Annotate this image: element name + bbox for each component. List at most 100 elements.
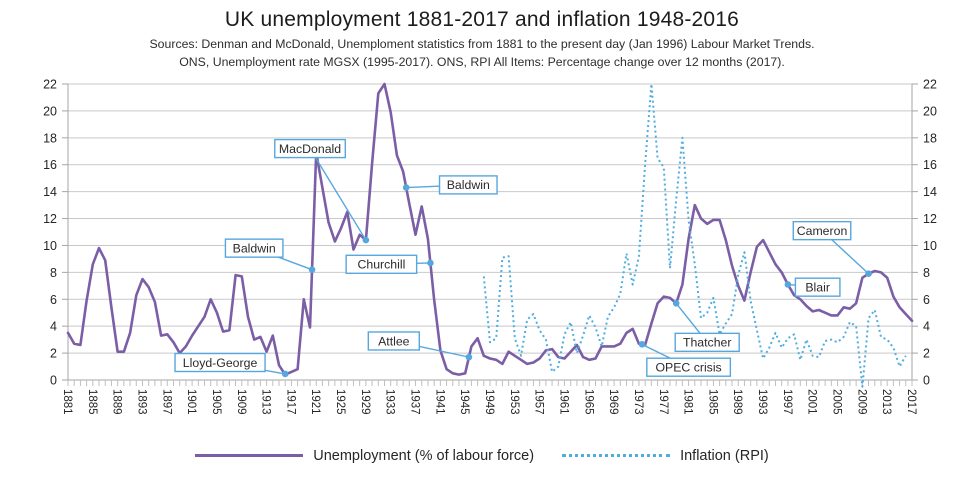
x-axis-label: 2009 (855, 389, 867, 415)
y-axis-label-left: 16 (43, 158, 57, 172)
annotation-label-baldwin: Baldwin (447, 178, 490, 192)
x-axis-label: 1889 (111, 389, 123, 415)
x-axis-label: 1957 (533, 389, 545, 415)
x-axis-label: 1921 (309, 389, 321, 415)
inflation-line-sample (562, 454, 671, 458)
y-axis-label-left: 2 (50, 346, 57, 360)
x-axis-label: 1885 (86, 389, 98, 415)
annotation-label-baldwin: Baldwin (233, 241, 276, 255)
x-axis-label: 2013 (880, 389, 892, 415)
y-axis-label-right: 16 (923, 158, 937, 172)
y-axis-label-left: 22 (43, 77, 57, 91)
y-axis-label-right: 0 (923, 373, 930, 387)
annotation-label-thatcher: Thatcher (683, 336, 732, 350)
annotation-dot-churchill (427, 259, 434, 267)
x-axis-label: 1985 (706, 389, 718, 415)
annotation-leader-macdonald (309, 148, 367, 241)
x-axis-label: 1997 (781, 389, 793, 415)
annotation-box-thatcher (674, 332, 740, 352)
chart-legend: Unemployment (% of labour force) Inflati… (0, 448, 964, 464)
x-axis-label: 1905 (210, 389, 222, 415)
x-axis-label: 1977 (657, 389, 669, 415)
x-axis-label: 1949 (483, 389, 495, 415)
annotation-label-attlee: Attlee (378, 334, 410, 348)
y-axis-label-left: 4 (50, 320, 57, 334)
inflation-line (482, 82, 907, 388)
y-axis-label-right: 22 (923, 77, 937, 91)
x-axis-label: 1933 (384, 389, 396, 415)
x-axis-label: 1989 (731, 389, 743, 415)
annotation-dot-baldwin (308, 266, 316, 273)
annotation-dot-thatcher (672, 299, 680, 307)
annotation-box-churchill (345, 254, 418, 274)
y-axis-label-left: 18 (43, 131, 57, 145)
annotation-dot-cameron (865, 270, 872, 277)
annotation-box-lloyd-george (174, 352, 266, 373)
legend-label-inflation: Inflation (RPI) (680, 447, 769, 464)
y-axis-label-left: 20 (43, 104, 57, 118)
sources-note: Sources: Denman and McDonald, Unemplomen… (0, 35, 964, 72)
y-axis-label-right: 18 (923, 131, 937, 145)
annotation-label-lloyd-george: Lloyd-George (183, 356, 258, 370)
x-axis-label: 1973 (632, 389, 644, 415)
annotation-dot-blair (784, 281, 792, 288)
x-axis-label: 1953 (508, 389, 520, 415)
y-axis-label-right: 4 (923, 320, 930, 334)
unemployment-line (66, 82, 914, 376)
x-axis-label: 1937 (409, 389, 421, 415)
x-axis-label: 1917 (284, 389, 296, 415)
x-axis-label: 2001 (806, 389, 818, 415)
x-axis-label: 1929 (359, 389, 371, 415)
x-axis-label: 1941 (433, 389, 445, 415)
y-axis-label-right: 2 (923, 346, 930, 360)
y-axis-label-right: 14 (923, 185, 937, 199)
x-axis-label: 1945 (458, 389, 470, 415)
legend-item-unemployment: Unemployment (% of labour force) (195, 448, 534, 464)
sources-line-2: ONS, Unemployment rate MGSX (1995-2017).… (179, 55, 785, 70)
y-axis-label-right: 6 (923, 293, 930, 307)
annotation-dot-baldwin (402, 184, 410, 191)
y-axis-label-right: 10 (923, 239, 937, 253)
x-axis-label: 1925 (334, 389, 346, 415)
x-axis-label: 1965 (582, 389, 594, 415)
x-axis-label: 1909 (235, 389, 247, 415)
annotation-dot-macdonald (362, 236, 370, 244)
x-axis-label: 1969 (607, 389, 619, 415)
legend-label-unemployment: Unemployment (% of labour force) (313, 447, 535, 464)
y-axis-label-left: 14 (43, 185, 57, 199)
x-axis-label: 1893 (135, 389, 147, 415)
annotation-box-macdonald (274, 138, 346, 159)
sources-line-1: Sources: Denman and McDonald, Unemplomen… (149, 37, 815, 51)
legend-item-inflation: Inflation (RPI) (562, 448, 769, 464)
x-axis-label: 1961 (557, 389, 569, 415)
annotation-box-blair (794, 277, 841, 297)
annotation-label-macdonald: MacDonald (279, 142, 341, 156)
y-axis-label-left: 6 (50, 293, 57, 307)
x-axis-label: 1897 (160, 389, 172, 415)
y-axis-label-left: 8 (50, 266, 57, 280)
chart-page: UK unemployment 1881-2017 and inflation … (0, 8, 964, 464)
y-axis-label-right: 20 (923, 104, 937, 118)
y-axis-label-left: 10 (43, 239, 57, 253)
x-axis-label: 1993 (756, 389, 768, 415)
y-axis-label-left: 12 (43, 212, 57, 226)
annotation-dot-opec-crisis (638, 340, 646, 348)
y-axis-label-right: 8 (923, 266, 930, 280)
annotation-label-blair: Blair (805, 280, 830, 294)
annotation-dot-attlee (465, 353, 473, 361)
annotation-box-baldwin (438, 175, 498, 195)
annotation-box-baldwin (224, 238, 284, 258)
x-axis-label: 2017 (905, 389, 917, 415)
x-axis-label: 1981 (682, 389, 694, 415)
unemployment-line-sample (195, 454, 304, 458)
y-axis-label-left: 0 (50, 373, 57, 387)
annotation-box-cameron (792, 220, 852, 241)
annotation-label-cameron: Cameron (797, 224, 848, 238)
x-axis-label: 1881 (61, 389, 73, 415)
x-axis-label: 1913 (260, 389, 272, 415)
x-axis-label: 2005 (831, 389, 843, 415)
annotation-dot-lloyd-george (281, 370, 289, 378)
annotation-box-attlee (367, 331, 421, 351)
y-axis-label-right: 12 (923, 212, 937, 226)
